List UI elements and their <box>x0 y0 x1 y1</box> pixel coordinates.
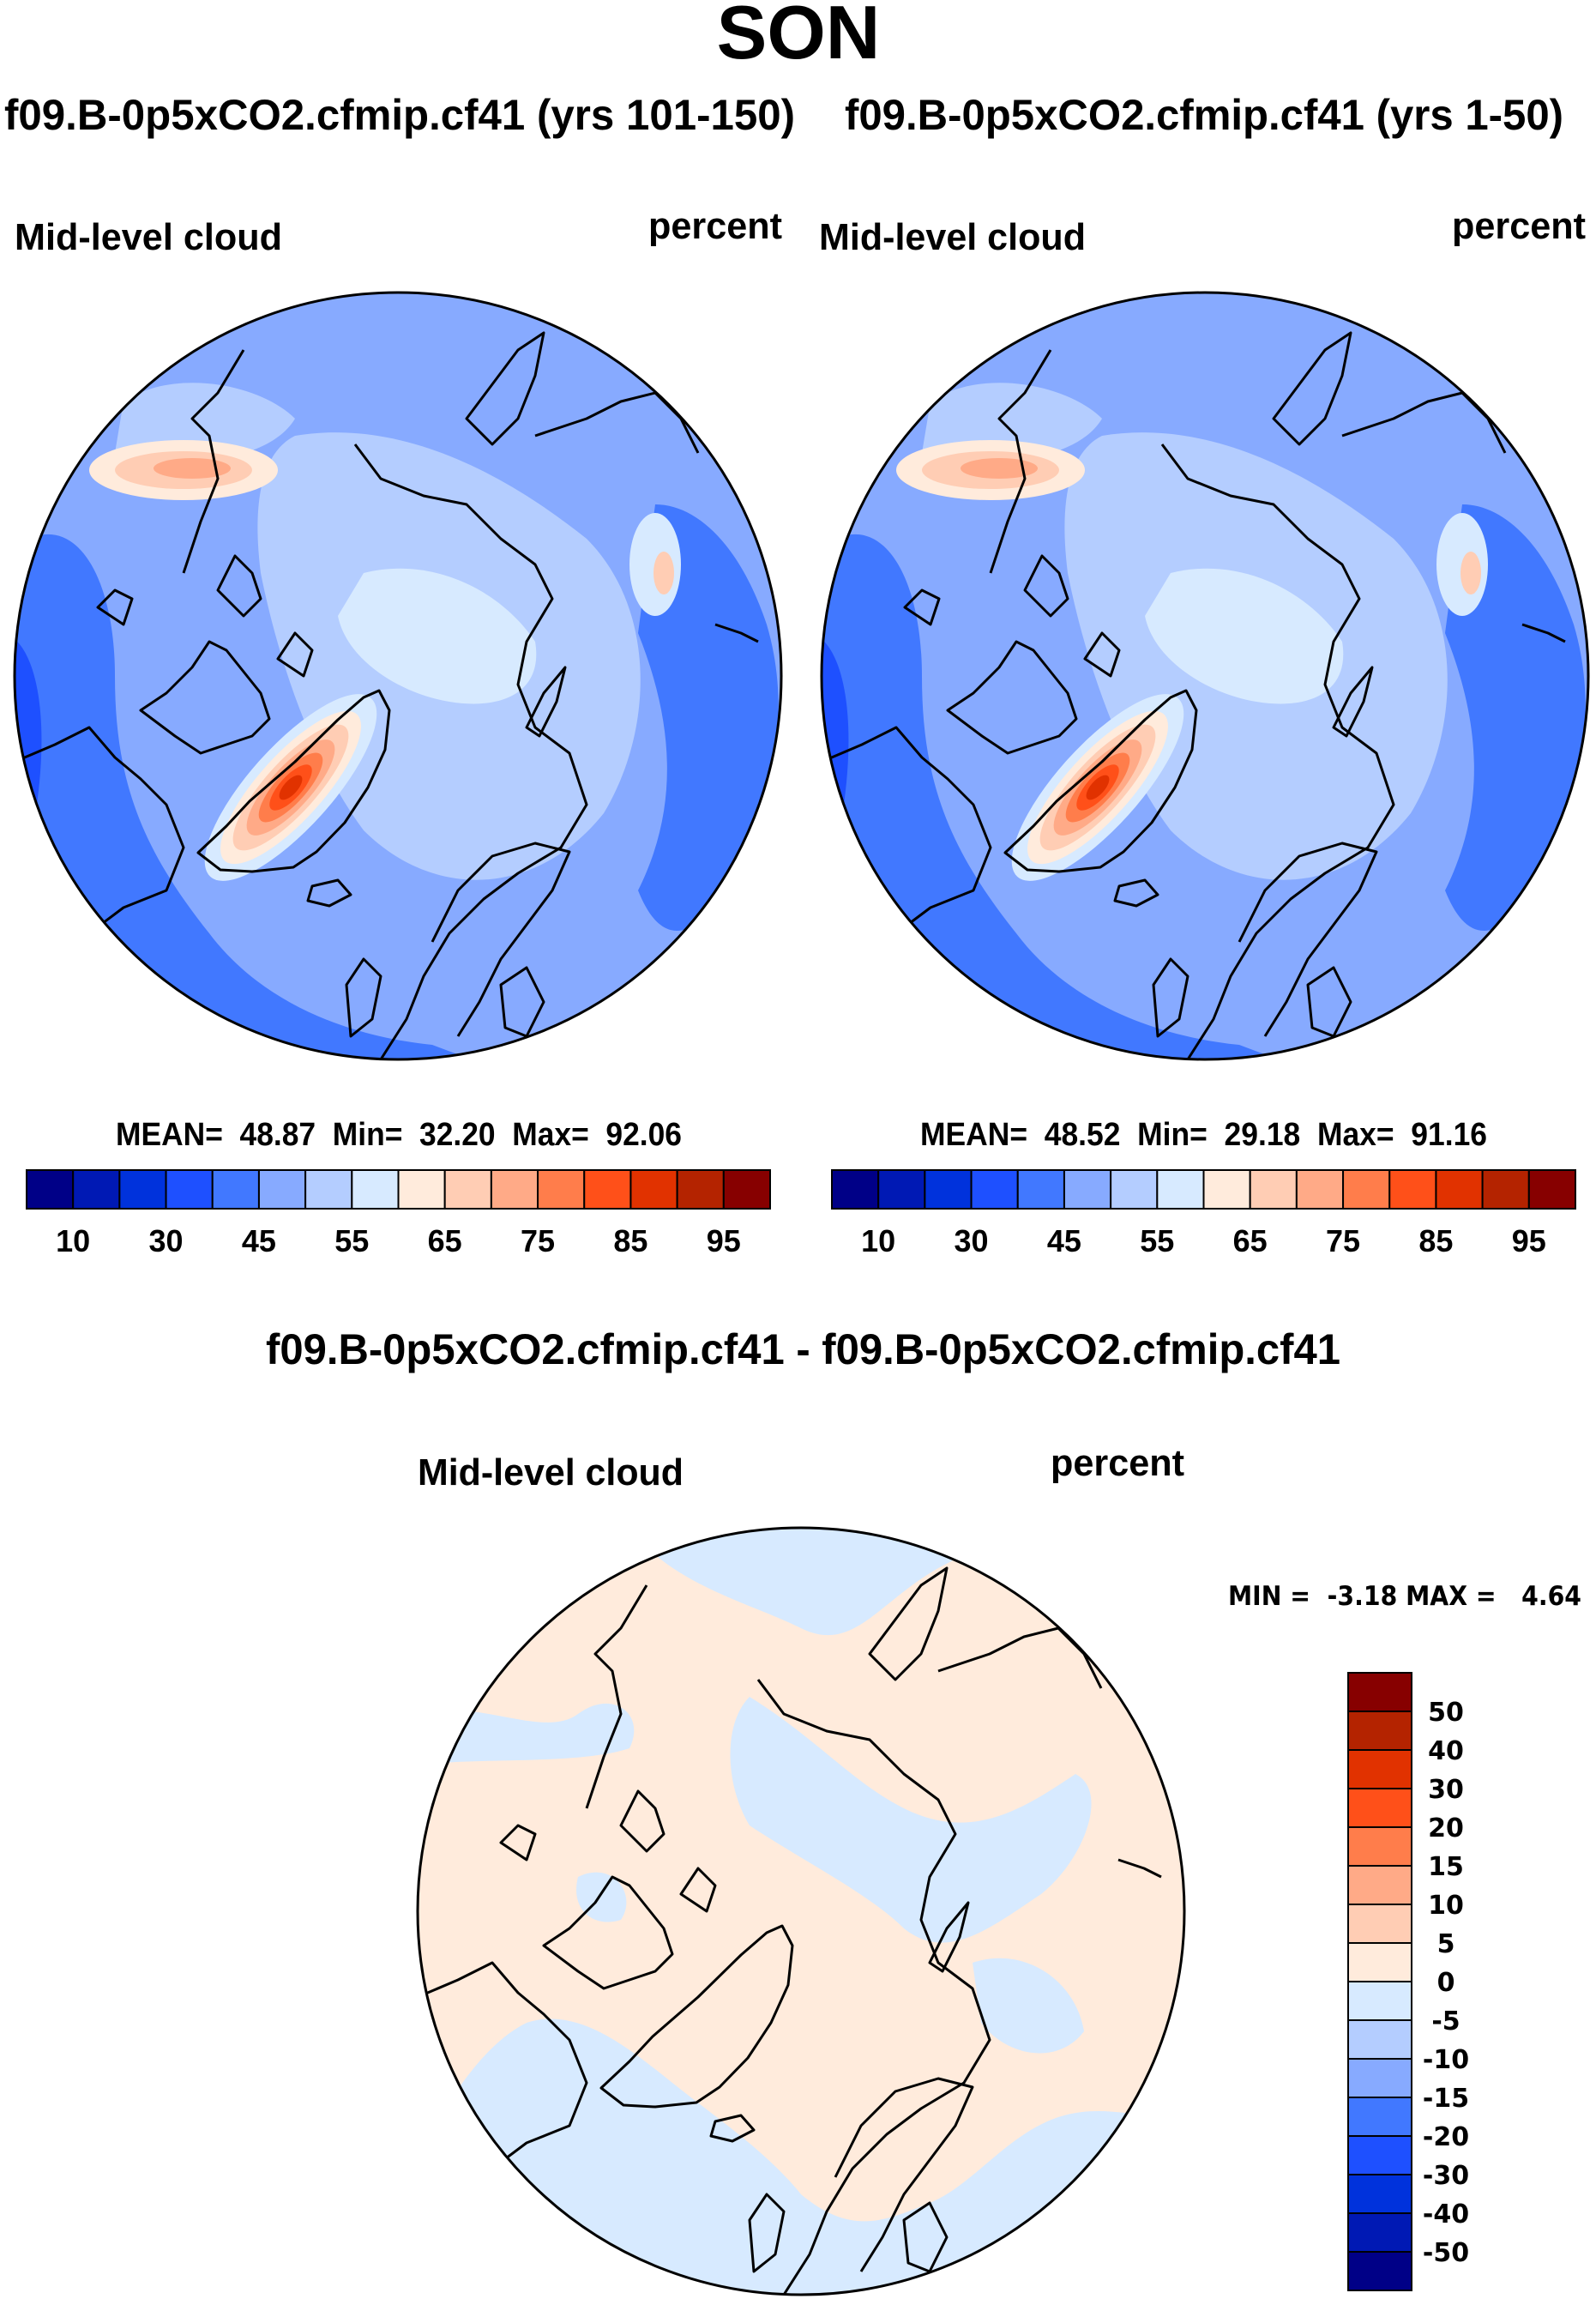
colorbar-box <box>676 1169 725 1210</box>
colorbar-label: -50 <box>1423 2238 1469 2268</box>
colorbar-box <box>537 1169 586 1210</box>
panel-2-polar-map <box>810 281 1596 1071</box>
colorbar-box <box>1347 1788 1412 1828</box>
colorbar-box <box>1249 1169 1298 1210</box>
colorbar-label: 40 <box>1428 1736 1464 1766</box>
panel-1-units: percent <box>648 205 782 247</box>
colorbar-box <box>1347 1904 1412 1944</box>
colorbar-label: -40 <box>1423 2199 1469 2230</box>
panel-1-polar-map <box>3 281 792 1071</box>
colorbar-label: -10 <box>1423 2045 1469 2075</box>
panel-2-variable: Mid-level cloud <box>819 216 1086 258</box>
colorbar-label: 95 <box>707 1223 741 1258</box>
colorbar-label: 65 <box>1233 1223 1268 1258</box>
panel-3-variable: Mid-level cloud <box>418 1451 684 1493</box>
colorbar-label: 65 <box>428 1223 462 1258</box>
colorbar-box <box>397 1169 446 1210</box>
colorbar-label: 30 <box>955 1223 989 1258</box>
colorbar-label: -5 <box>1431 2006 1460 2036</box>
colorbar-box <box>490 1169 539 1210</box>
colorbar-box <box>1347 2251 1412 2291</box>
panel-1-subtitle: f09.B-0p5xCO2.cfmip.cf41 (yrs 101-150) <box>4 91 795 139</box>
colorbar-label: 10 <box>861 1223 895 1258</box>
colorbar-box <box>722 1169 771 1210</box>
panel-2-colorbar: 10 30 45 55 65 75 85 95 <box>831 1169 1576 1258</box>
colorbar-label: 55 <box>1140 1223 1174 1258</box>
colorbar-label: 85 <box>613 1223 647 1258</box>
colorbar-box <box>1388 1169 1437 1210</box>
colorbar-box <box>1347 2174 1412 2214</box>
colorbar-box <box>1063 1169 1112 1210</box>
colorbar-label: 50 <box>1428 1698 1464 1728</box>
colorbar-box <box>1347 2212 1412 2253</box>
colorbar-box <box>1347 1749 1412 1789</box>
colorbar-label: 30 <box>149 1223 184 1258</box>
colorbar-box <box>1347 1711 1412 1751</box>
colorbar-box <box>1110 1169 1159 1210</box>
colorbar-box <box>583 1169 632 1210</box>
panel-2-subtitle: f09.B-0p5xCO2.cfmip.cf41 (yrs 1-50) <box>845 91 1563 139</box>
colorbar-label: 20 <box>1428 1813 1464 1843</box>
colorbar-label: 45 <box>1047 1223 1081 1258</box>
colorbar-label: 0 <box>1437 1968 1455 1998</box>
colorbar-box <box>1347 2019 1412 2060</box>
colorbar-label: 5 <box>1437 1929 1455 1959</box>
colorbar-box <box>1295 1169 1345 1210</box>
colorbar-box <box>1156 1169 1205 1210</box>
colorbar-box <box>1347 2097 1412 2137</box>
colorbar-box <box>629 1169 678 1210</box>
colorbar-box <box>1347 1942 1412 1982</box>
colorbar-box <box>72 1169 121 1210</box>
colorbar-box <box>1347 2135 1412 2175</box>
panel-1-stats: MEAN= 48.87 Min= 32.20 Max= 92.06 <box>116 1117 682 1153</box>
colorbar-box <box>1342 1169 1391 1210</box>
colorbar-label: 15 <box>1428 1852 1464 1882</box>
colorbar-box <box>26 1169 75 1210</box>
colorbar-box <box>970 1169 1019 1210</box>
colorbar-box <box>351 1169 400 1210</box>
colorbar-label: -20 <box>1423 2122 1469 2152</box>
colorbar-box <box>1202 1169 1251 1210</box>
colorbar-box <box>924 1169 973 1210</box>
panel-3-stats: MIN = -3.18 MAX = 4.64 <box>1228 1581 1581 1612</box>
colorbar-label: 95 <box>1512 1223 1546 1258</box>
colorbar-box <box>831 1169 880 1210</box>
colorbar-box <box>1347 2058 1412 2098</box>
colorbar-box <box>1527 1169 1576 1210</box>
colorbar-box <box>1347 1826 1412 1867</box>
colorbar-box <box>1435 1169 1484 1210</box>
colorbar-box <box>877 1169 926 1210</box>
colorbar-label: 75 <box>1326 1223 1360 1258</box>
figure-title: SON <box>717 0 881 75</box>
colorbar-label: 10 <box>56 1223 90 1258</box>
panel-3-polar-map <box>416 1526 1186 2296</box>
panel-1-variable: Mid-level cloud <box>15 216 282 258</box>
panel-2-units: percent <box>1452 205 1586 247</box>
colorbar-label: 30 <box>1428 1775 1464 1805</box>
colorbar-label: 55 <box>334 1223 369 1258</box>
panel-2-stats: MEAN= 48.52 Min= 29.18 Max= 91.16 <box>920 1117 1487 1153</box>
colorbar-box <box>1347 1865 1412 1905</box>
colorbar-box <box>1481 1169 1530 1210</box>
panel-3-units: percent <box>1051 1442 1184 1484</box>
colorbar-label: -30 <box>1423 2161 1469 2191</box>
panel-1-colorbar: 10 30 45 55 65 75 85 95 <box>26 1169 771 1258</box>
colorbar-box <box>165 1169 214 1210</box>
colorbar-box <box>1016 1169 1065 1210</box>
panel-3-subtitle: f09.B-0p5xCO2.cfmip.cf41 - f09.B-0p5xCO2… <box>266 1325 1340 1373</box>
colorbar-box <box>443 1169 492 1210</box>
colorbar-box <box>257 1169 307 1210</box>
colorbar-box <box>304 1169 353 1210</box>
colorbar-box <box>211 1169 260 1210</box>
colorbar-label: 85 <box>1418 1223 1453 1258</box>
colorbar-box <box>118 1169 167 1210</box>
colorbar-box <box>1347 1672 1412 1712</box>
colorbar-label: 10 <box>1428 1891 1464 1921</box>
colorbar-label: 75 <box>521 1223 555 1258</box>
colorbar-label: -15 <box>1423 2084 1469 2114</box>
colorbar-box <box>1347 1981 1412 2021</box>
colorbar-label: 45 <box>242 1223 276 1258</box>
